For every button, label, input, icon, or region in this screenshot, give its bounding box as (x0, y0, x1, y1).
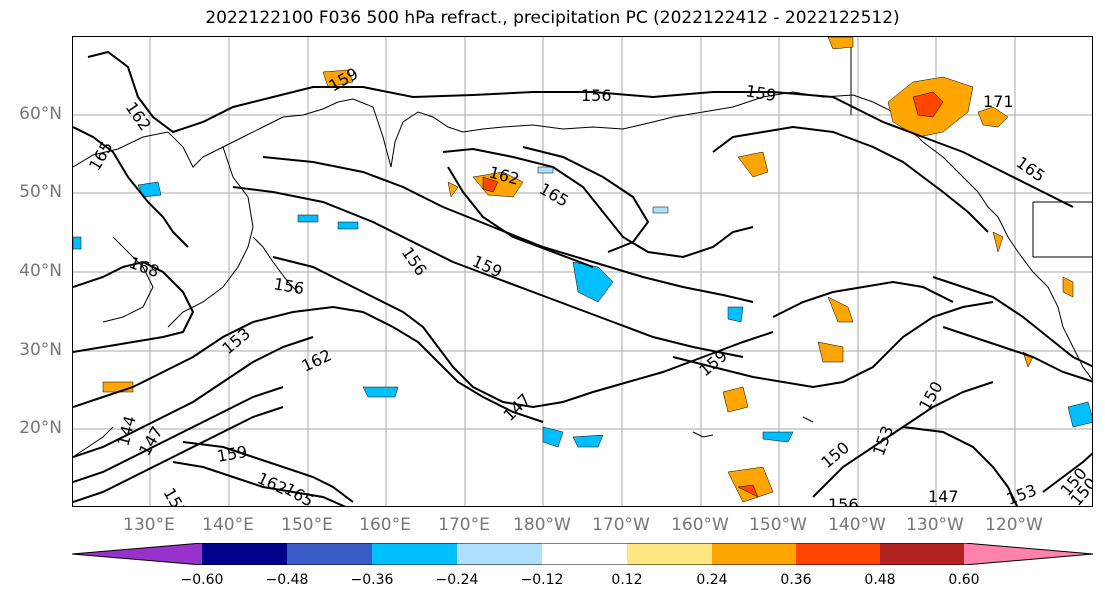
contour-label: 150 (817, 438, 853, 472)
colorbar-tick-label: 0.48 (864, 572, 896, 588)
colorbar-segment-4 (457, 543, 542, 565)
lon-label-160e: 160°E (359, 515, 411, 535)
contour-label: 153 (869, 423, 897, 458)
lon-label-150e: 150°E (281, 515, 333, 535)
colorbar-segment-2 (287, 543, 372, 565)
contour-label: 165 (1013, 153, 1049, 186)
contour-label: 159 (215, 442, 248, 466)
contour-label: 165 (536, 179, 572, 211)
colorbar-segment-9 (880, 543, 964, 565)
map-panel[interactable]: 162 159 156 159 165 171 165 162 165 156 … (72, 36, 1093, 507)
colorbar-tick-label: −0.60 (180, 572, 224, 588)
contour-label: 156 (272, 274, 305, 298)
colorbar-tick-label: −0.12 (520, 572, 564, 588)
colorbar-tick-label: 0.36 (780, 572, 812, 588)
contour-label: 165 (85, 138, 117, 174)
colorbar-segment-7 (712, 543, 796, 565)
contour-label: 144 (114, 414, 140, 448)
colorbar-tick-label: 0.60 (948, 572, 980, 588)
contour-label: 162 (299, 345, 335, 375)
colorbar-tick-label: −0.48 (265, 572, 309, 588)
colorbar-segment-5 (542, 543, 627, 565)
lon-label-140e: 140°E (202, 515, 254, 535)
contour-lines (73, 50, 1092, 506)
contour-label: 153 (218, 324, 254, 358)
lat-label-20n: 20°N (19, 418, 62, 438)
precip-fills (73, 37, 1092, 503)
colorbar-tick-label: 0.24 (696, 572, 728, 588)
lon-label-130e: 130°E (123, 515, 175, 535)
colorbar (72, 543, 1094, 565)
lon-label-170w: 170°W (592, 515, 650, 535)
lon-label-120w: 120°W (985, 515, 1043, 535)
lon-label-140w: 140°W (828, 515, 886, 535)
graticule (73, 37, 1092, 506)
contour-label: 159 (326, 64, 362, 96)
lat-label-50n: 50°N (19, 182, 62, 202)
colorbar-segment-10 (964, 543, 1093, 565)
contour-label: 156 (828, 495, 859, 507)
contour-label: 150 (915, 378, 947, 414)
lon-label-160w: 160°W (671, 515, 729, 535)
contour-label: 147 (499, 390, 534, 425)
colorbar-segment-0 (72, 543, 202, 565)
contour-label: 153 (160, 485, 192, 508)
lon-label-150w: 150°W (749, 515, 807, 535)
colorbar-segment-3 (372, 543, 457, 565)
lat-label-60n: 60°N (19, 104, 62, 124)
colorbar-segment-6 (627, 543, 712, 565)
colorbar-segment-1 (202, 543, 287, 565)
contour-label: 153 (1004, 480, 1039, 507)
contour-label: 156 (581, 86, 612, 105)
lon-label-180w: 180°W (513, 515, 571, 535)
colorbar-tick-label: 0.12 (611, 572, 643, 588)
lat-label-30n: 30°N (19, 340, 62, 360)
colorbar-outline (72, 543, 1094, 565)
contour-label: 147 (928, 487, 959, 506)
colorbar-tick-label: −0.36 (350, 572, 394, 588)
contour-label: 159 (469, 251, 505, 281)
lon-label-170e: 170°E (438, 515, 490, 535)
lon-label-130w: 130°W (906, 515, 964, 535)
map-title: 2022122100 F036 500 hPa refract., precip… (205, 8, 900, 28)
map-canvas: 162 159 156 159 165 171 165 162 165 156 … (73, 37, 1092, 508)
lat-label-40n: 40°N (19, 261, 62, 281)
colorbar-tick-label: −0.24 (435, 572, 479, 588)
colorbar-segment-8 (796, 543, 880, 565)
contour-label: 168 (127, 253, 162, 281)
contour-label: 171 (983, 92, 1014, 111)
